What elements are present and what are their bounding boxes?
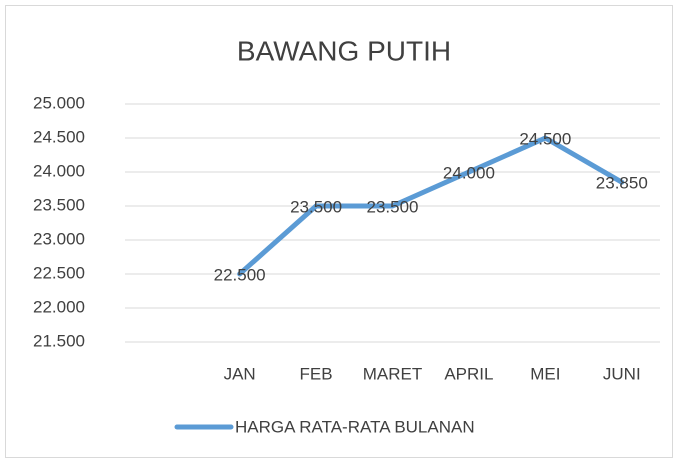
y-tick-label: 23.500 xyxy=(33,195,85,214)
x-tick-label: MARET xyxy=(363,364,423,383)
x-tick-label: APRIL xyxy=(444,364,493,383)
y-tick-label: 22.000 xyxy=(33,297,85,316)
x-tick-label: JAN xyxy=(224,364,256,383)
data-line xyxy=(237,135,625,277)
y-tick-label: 21.500 xyxy=(33,331,85,350)
y-tick-label: 23.000 xyxy=(33,229,85,248)
y-tick-label: 24.500 xyxy=(33,127,85,146)
data-label: 24.500 xyxy=(519,129,571,148)
y-tick-label: 24.000 xyxy=(33,161,85,180)
data-label: 22.500 xyxy=(214,265,266,284)
x-tick-label: JUNI xyxy=(603,364,641,383)
data-label: 24.000 xyxy=(443,163,495,182)
chart-border xyxy=(5,5,673,458)
data-label: 23.500 xyxy=(290,197,342,216)
chart-title: BAWANG PUTIH xyxy=(237,35,451,66)
x-tick-label: MEI xyxy=(530,364,560,383)
legend-label: HARGA RATA-RATA BULANAN xyxy=(235,417,475,436)
data-label: 23.850 xyxy=(596,174,648,193)
y-tick-label: 22.500 xyxy=(33,263,85,282)
data-label: 23.500 xyxy=(367,197,419,216)
x-tick-label: FEB xyxy=(300,364,333,383)
y-tick-label: 25.000 xyxy=(33,93,85,112)
